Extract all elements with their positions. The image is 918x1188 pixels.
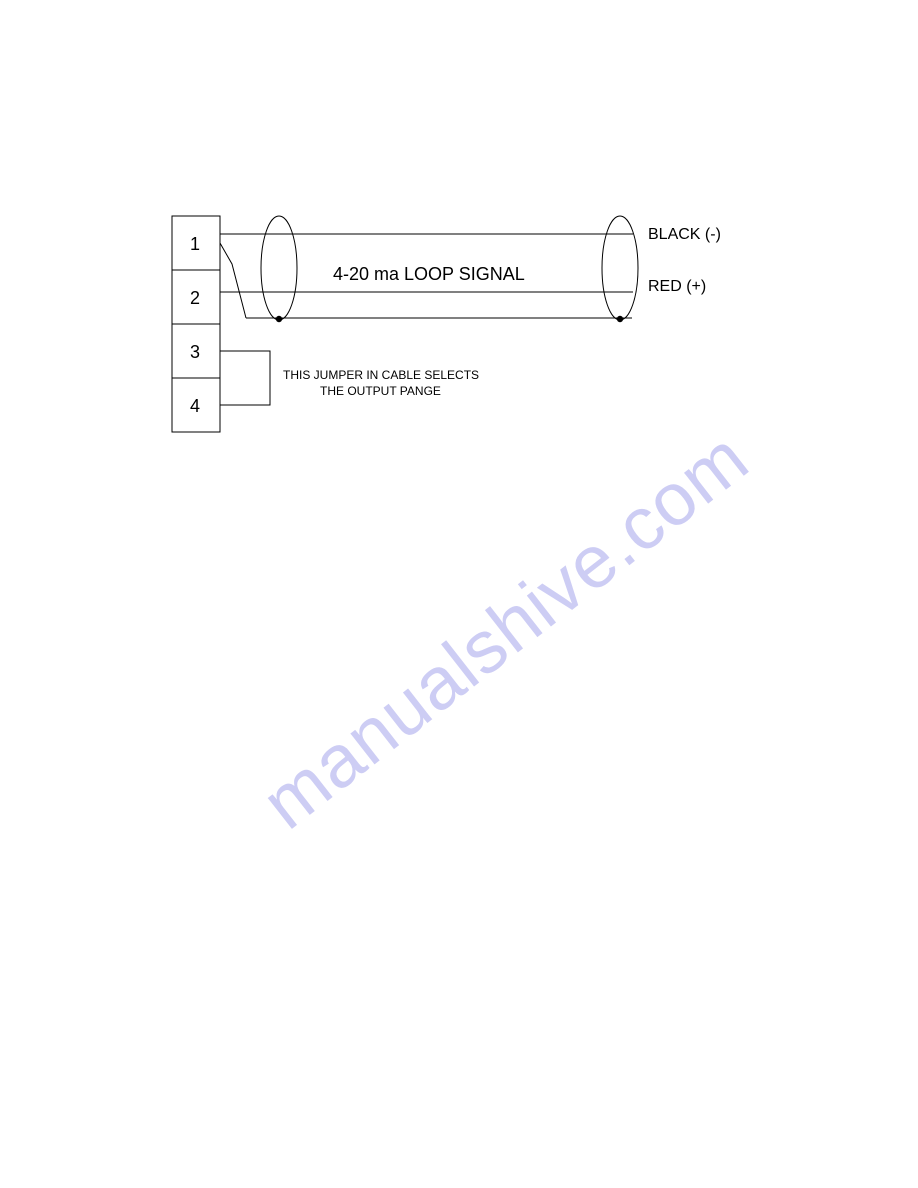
- signal-label: 4-20 ma LOOP SIGNAL: [333, 264, 525, 285]
- jumper-bracket: [220, 351, 270, 405]
- black-wire-label: BLACK (-): [648, 226, 721, 244]
- shield-dot-right: [617, 316, 623, 322]
- red-wire-label: RED (+): [648, 278, 706, 296]
- terminal-label-3: 3: [190, 342, 200, 363]
- pin1-to-shield: [220, 243, 246, 318]
- jumper-note-line1: THIS JUMPER IN CABLE SELECTS: [283, 368, 479, 382]
- shield-dot-left: [276, 316, 282, 322]
- jumper-note-line2: THE OUTPUT PANGE: [320, 384, 441, 398]
- terminal-label-1: 1: [190, 234, 200, 255]
- terminal-label-4: 4: [190, 396, 200, 417]
- shield-ellipse-left: [261, 216, 297, 320]
- shield-ellipse-right: [602, 216, 638, 320]
- terminal-label-2: 2: [190, 288, 200, 309]
- wiring-diagram: [0, 0, 918, 1188]
